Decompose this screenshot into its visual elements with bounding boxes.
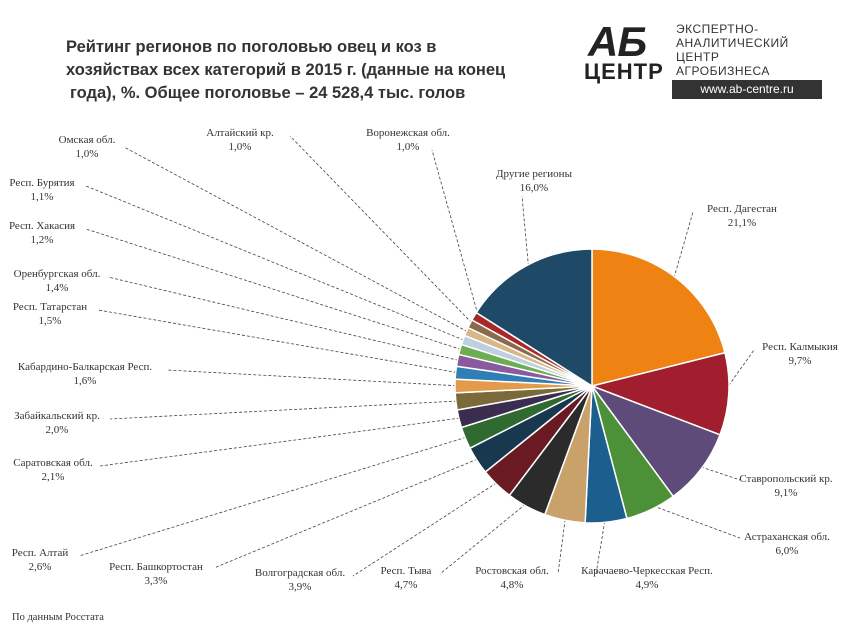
slice-label-value: 1,2% — [31, 234, 54, 246]
logo-mark-letters: АБ — [588, 18, 647, 65]
leader-line — [85, 185, 469, 343]
leader-line — [78, 435, 471, 557]
slice-label-name: Ростовская обл. — [475, 565, 549, 577]
logo-line: ЦЕНТР — [676, 50, 720, 64]
leader-line — [97, 309, 462, 374]
slice-label-name: Оренбургская обл. — [14, 268, 101, 280]
slice-label-value: 3,3% — [145, 575, 168, 587]
logo-url: www.ab-centre.ru — [672, 80, 822, 99]
slice-label-name: Воронежская обл. — [366, 127, 450, 139]
slice-label-name: Респ. Татарстан — [13, 301, 87, 313]
slice-label-value: 3,9% — [289, 581, 312, 593]
slice-label-name: Карачаево-Черкесская Респ. — [581, 565, 713, 577]
slice-label-value: 1,0% — [76, 148, 99, 160]
leader-line — [431, 149, 480, 320]
source-footnote: По данным Росстата — [12, 612, 104, 623]
leader-line — [672, 211, 694, 283]
slice-label-name: Респ. Алтай — [12, 547, 69, 559]
slice-label-name: Омская обл. — [59, 134, 116, 146]
slice-label-value: 4,7% — [395, 579, 418, 591]
pie-slice — [591, 248, 726, 387]
leader-line — [521, 195, 530, 272]
slice-label-name: Другие регионы — [496, 168, 573, 180]
slice-label-value: 9,1% — [775, 487, 798, 499]
title-line-3: года), %. Общее поголовье – 24 528,4 тыс… — [70, 84, 466, 102]
leader-lines — [78, 135, 755, 577]
slice-label-value: 1,0% — [229, 141, 252, 153]
leader-line — [109, 400, 462, 420]
slice-label-value: 4,9% — [636, 579, 659, 591]
slice-label-name: Саратовская обл. — [13, 457, 93, 469]
slice-label-name: Волгоградская обл. — [255, 567, 345, 579]
leader-line — [213, 456, 483, 569]
slice-label-name: Респ. Калмыкия — [762, 341, 838, 353]
leader-line — [289, 135, 476, 327]
slice-label-name: Респ. Дагестан — [707, 203, 777, 215]
leader-line — [722, 349, 755, 395]
leader-line — [107, 276, 464, 362]
logo-line: ЭКСПЕРТНО- — [676, 22, 759, 36]
logo-line: АГРОБИЗНЕСА — [676, 64, 770, 78]
leader-line — [99, 417, 465, 467]
pie-slice — [589, 351, 730, 436]
slice-label-value: 2,1% — [42, 471, 65, 483]
leader-line — [648, 503, 741, 539]
title-line-2: хозяйствах всех категорий в 2015 г. (дан… — [66, 61, 506, 79]
slice-label-value: 9,7% — [789, 355, 812, 367]
slice-label-name: Респ. Хакасия — [9, 220, 75, 232]
slice-label-name: Респ. Тыва — [381, 565, 432, 577]
logo-line: АНАЛИТИЧЕСКИЙ — [676, 36, 789, 50]
slice-label-value: 6,0% — [776, 545, 799, 557]
slice-label-value: 16,0% — [520, 182, 548, 194]
pie-slices — [454, 248, 730, 524]
pie-slice — [589, 384, 721, 498]
logo-text: ЭКСПЕРТНО- АНАЛИТИЧЕСКИЙ ЦЕНТР АГРОБИЗНЕ… — [676, 22, 822, 78]
leader-line — [166, 369, 462, 387]
slice-label-value: 2,0% — [46, 424, 69, 436]
slice-label-value: 1,5% — [39, 315, 62, 327]
slice-label-value: 1,0% — [397, 141, 420, 153]
slice-label-value: 21,1% — [728, 217, 756, 229]
slice-label-name: Респ. Башкортостан — [109, 561, 203, 573]
slice-label-value: 1,4% — [46, 282, 69, 294]
slice-label-value: 4,8% — [501, 579, 524, 591]
leader-line — [557, 514, 567, 575]
slice-label-value: 1,6% — [74, 375, 97, 387]
slice-label-name: Респ. Бурятия — [9, 177, 74, 189]
leader-line — [696, 464, 741, 481]
leader-line — [123, 146, 472, 335]
slice-label-name: Кабардино-Балкарская Респ. — [18, 361, 152, 373]
logo-mark: АБ ЦЕНТР — [584, 18, 666, 86]
slice-label-name: Астраханская обл. — [744, 531, 830, 543]
slice-label-name: Ставропольский кр. — [739, 473, 833, 485]
chart-title: Рейтинг регионов по поголовью овец и коз… — [66, 36, 586, 105]
leader-line — [439, 500, 530, 575]
slice-labels: Респ. Дагестан 21,1% Респ. Калмыкия 9,7% Ста… — [9, 127, 838, 593]
slice-label-value: 2,6% — [29, 561, 52, 573]
slice-label-name: Алтайский кр. — [206, 127, 274, 139]
title-line-1: Рейтинг регионов по поголовью овец и коз… — [66, 38, 437, 56]
leader-line — [85, 228, 466, 352]
slice-label-name: Забайкальский кр. — [14, 410, 100, 422]
leader-line — [352, 479, 502, 577]
pie-slice — [475, 248, 593, 388]
logo-mark-subtitle: ЦЕНТР — [584, 59, 664, 84]
slice-label-value: 1,1% — [31, 191, 54, 203]
ab-centre-logo: АБ ЦЕНТР ЭКСПЕРТНО- АНАЛИТИЧЕСКИЙ ЦЕНТР … — [584, 18, 824, 104]
